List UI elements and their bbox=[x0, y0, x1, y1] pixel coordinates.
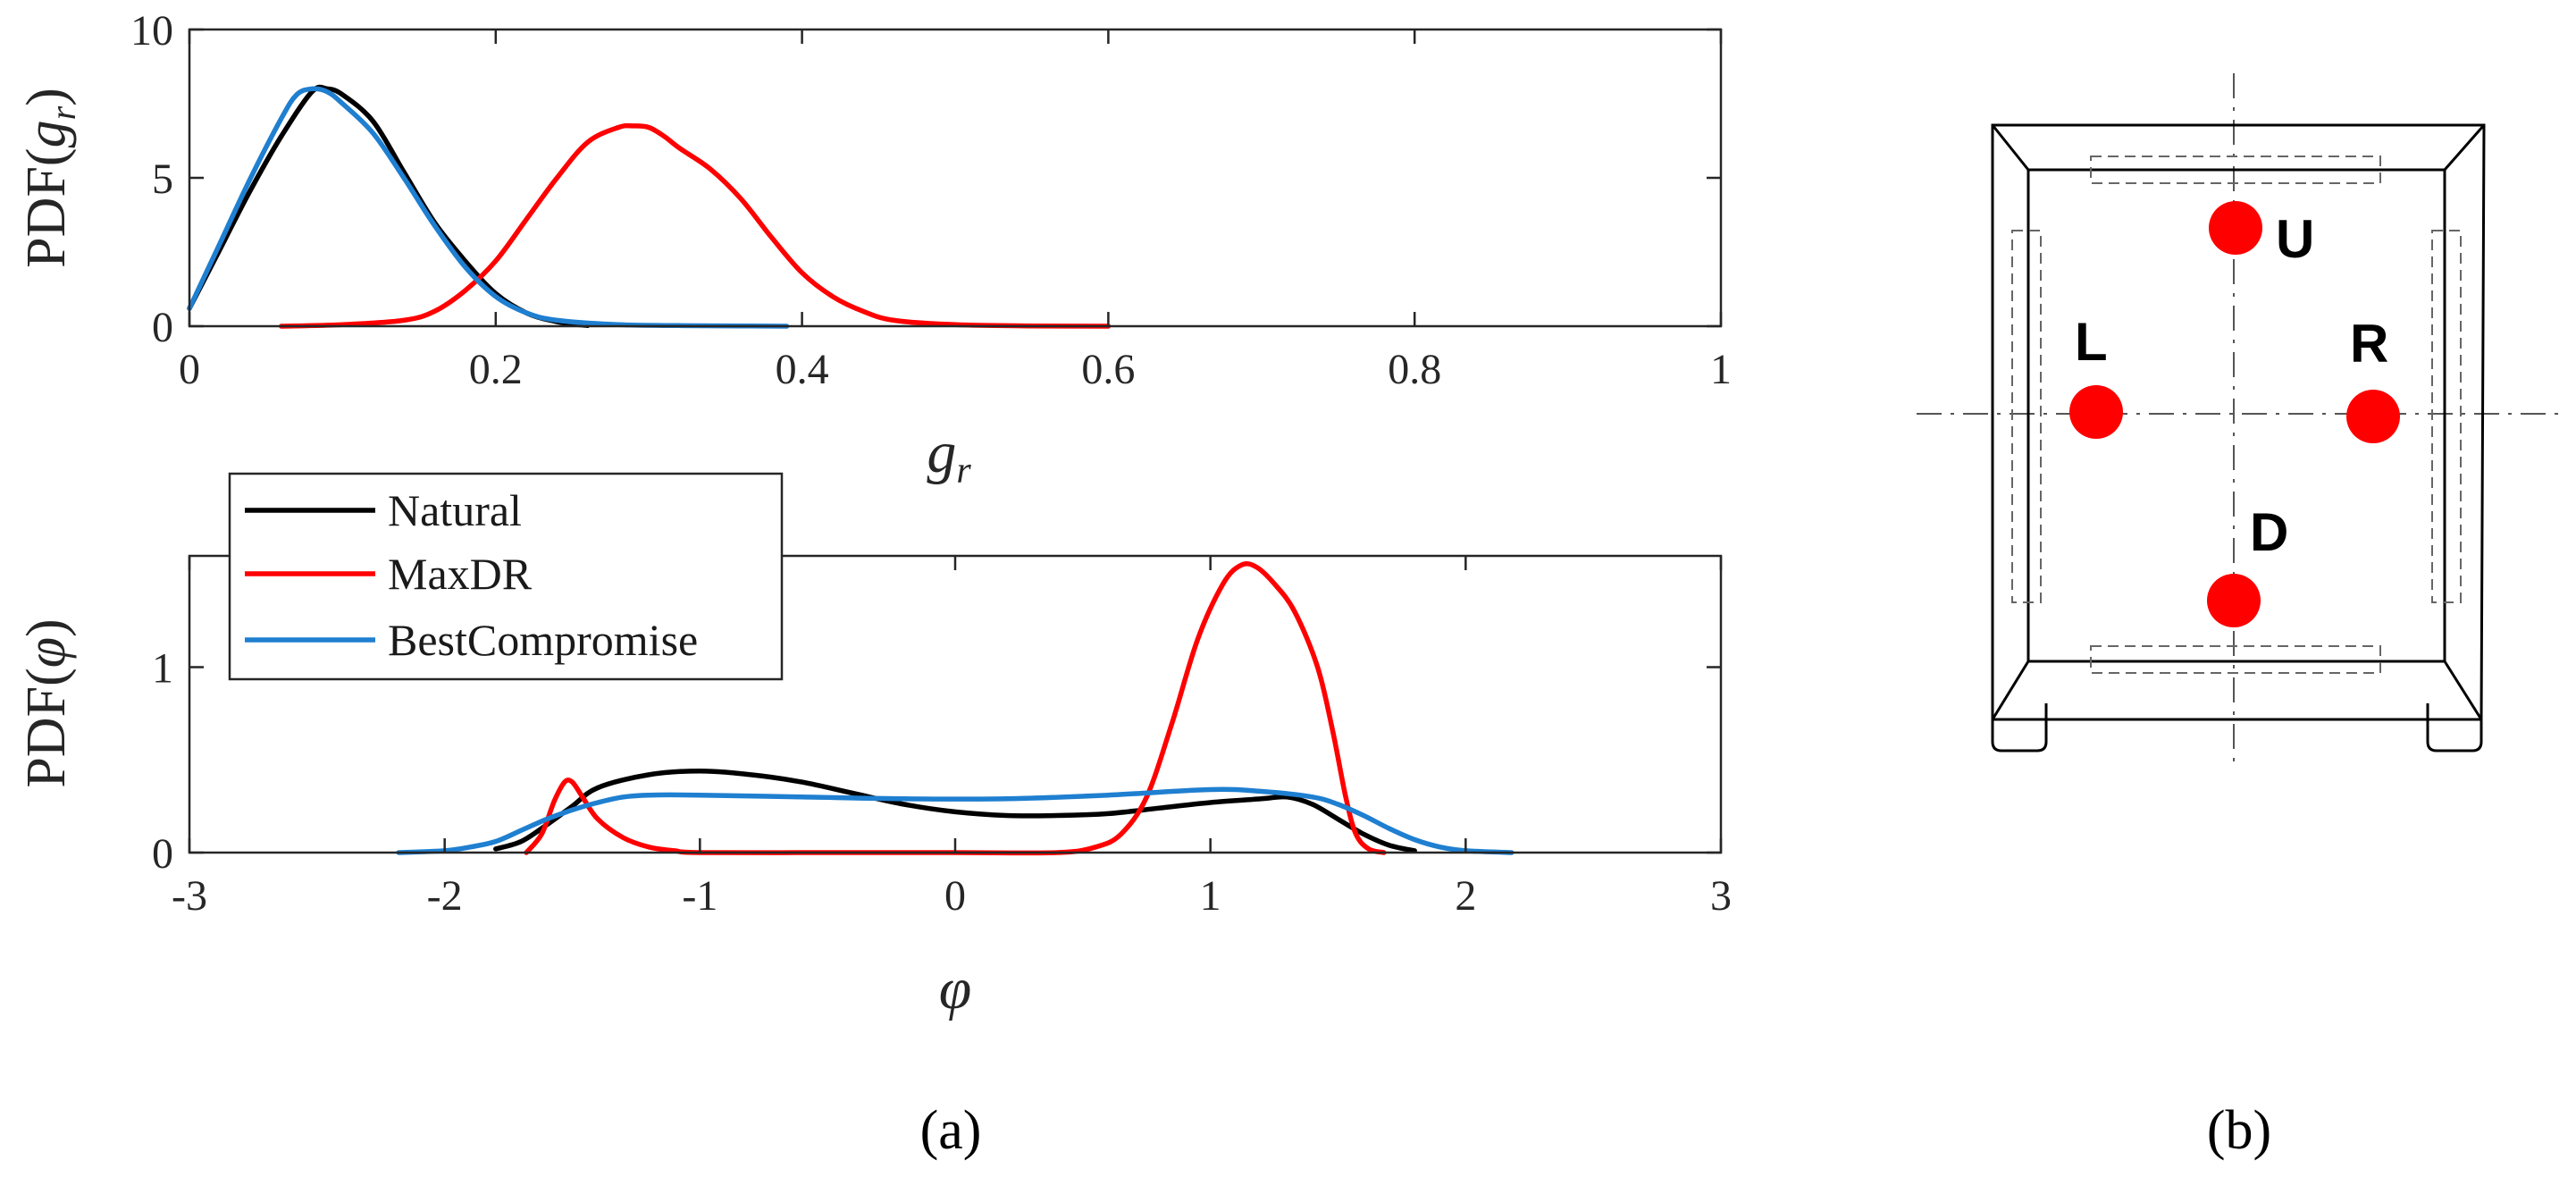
bottom-series-natural bbox=[493, 768, 1417, 853]
bevel-top-left bbox=[1991, 124, 2030, 171]
bottom-x-tick-label: 3 bbox=[1710, 872, 1732, 920]
bottom-plot-curves bbox=[396, 561, 1515, 856]
bottom-y-tick-label: 1 bbox=[152, 645, 173, 693]
bottom-y-axis-label: PDF(φ) bbox=[16, 618, 77, 787]
sensor-label-u: U bbox=[2276, 209, 2314, 269]
inner-frame bbox=[2026, 168, 2446, 663]
sensor-point-u bbox=[2209, 201, 2262, 255]
top-plot-curves bbox=[187, 84, 1112, 329]
top-plot-area bbox=[189, 29, 1721, 326]
sensor-label-r: R bbox=[2350, 314, 2388, 374]
top-y-axis-label: PDF(gr) bbox=[16, 88, 83, 268]
top-x-tick-label: 0.8 bbox=[1388, 346, 1441, 393]
bevel-top-right bbox=[2443, 124, 2486, 171]
dashed-slot-bottom bbox=[2090, 645, 2381, 674]
bottom-x-tick-label: -3 bbox=[172, 872, 207, 920]
bottom-x-tick-label: -1 bbox=[682, 872, 717, 920]
top-y-tick-label: 0 bbox=[152, 304, 173, 351]
panel-label-b: (b) bbox=[2207, 1100, 2271, 1161]
dashed-slot-right bbox=[2431, 230, 2462, 603]
top-y-tick-label: 5 bbox=[152, 156, 173, 203]
top-x-tick-label: 0 bbox=[179, 346, 200, 393]
legend-label-natural: Natural bbox=[388, 485, 522, 535]
top-series-bestcompromise bbox=[187, 86, 790, 329]
bottom-x-tick-label: 1 bbox=[1200, 872, 1221, 920]
bottom-series-maxdr bbox=[524, 561, 1387, 856]
bottom-plot-ticks: -3 -2 -1 0 1 2 3 0 1 bbox=[152, 556, 1732, 920]
top-x-tick-label: 0.6 bbox=[1081, 346, 1135, 393]
top-y-tick-label: 10 bbox=[130, 7, 173, 55]
bottom-x-axis-label: φ bbox=[939, 956, 972, 1021]
legend: Natural MaxDR BestCompromise bbox=[228, 472, 784, 681]
legend-label-maxdr: MaxDR bbox=[388, 549, 533, 599]
sensor-point-d bbox=[2207, 574, 2261, 627]
dashed-slot-left bbox=[2011, 230, 2042, 603]
bottom-x-tick-label: 2 bbox=[1455, 872, 1476, 920]
top-series-maxdr bbox=[279, 122, 1112, 329]
bottom-x-tick-label: -2 bbox=[427, 872, 463, 920]
dashed-slot-top bbox=[2090, 156, 2381, 184]
bottom-x-tick-label: 0 bbox=[944, 872, 966, 920]
panel-label-a: (a) bbox=[920, 1100, 982, 1161]
top-x-tick-label: 0.4 bbox=[776, 346, 829, 393]
bevel-bottom-right bbox=[2443, 660, 2483, 720]
sensor-layout-schematic: U L R D bbox=[1917, 73, 2558, 761]
bottom-y-tick-label: 0 bbox=[152, 830, 173, 878]
sensor-point-l bbox=[2069, 385, 2123, 439]
top-x-tick-label: 0.2 bbox=[469, 346, 523, 393]
foot-right bbox=[2426, 703, 2483, 752]
sensor-point-r bbox=[2346, 390, 2400, 443]
bevel-bottom-left bbox=[1991, 660, 2030, 720]
sensor-label-d: D bbox=[2250, 502, 2288, 562]
legend-label-bestcompromise: BestCompromise bbox=[388, 615, 698, 665]
sensor-label-l: L bbox=[2075, 312, 2108, 372]
top-x-axis-label: gr bbox=[927, 420, 971, 492]
foot-left bbox=[1991, 703, 2048, 752]
bottom-series-bestcompromise bbox=[396, 786, 1515, 855]
top-x-tick-label: 1 bbox=[1710, 346, 1732, 393]
